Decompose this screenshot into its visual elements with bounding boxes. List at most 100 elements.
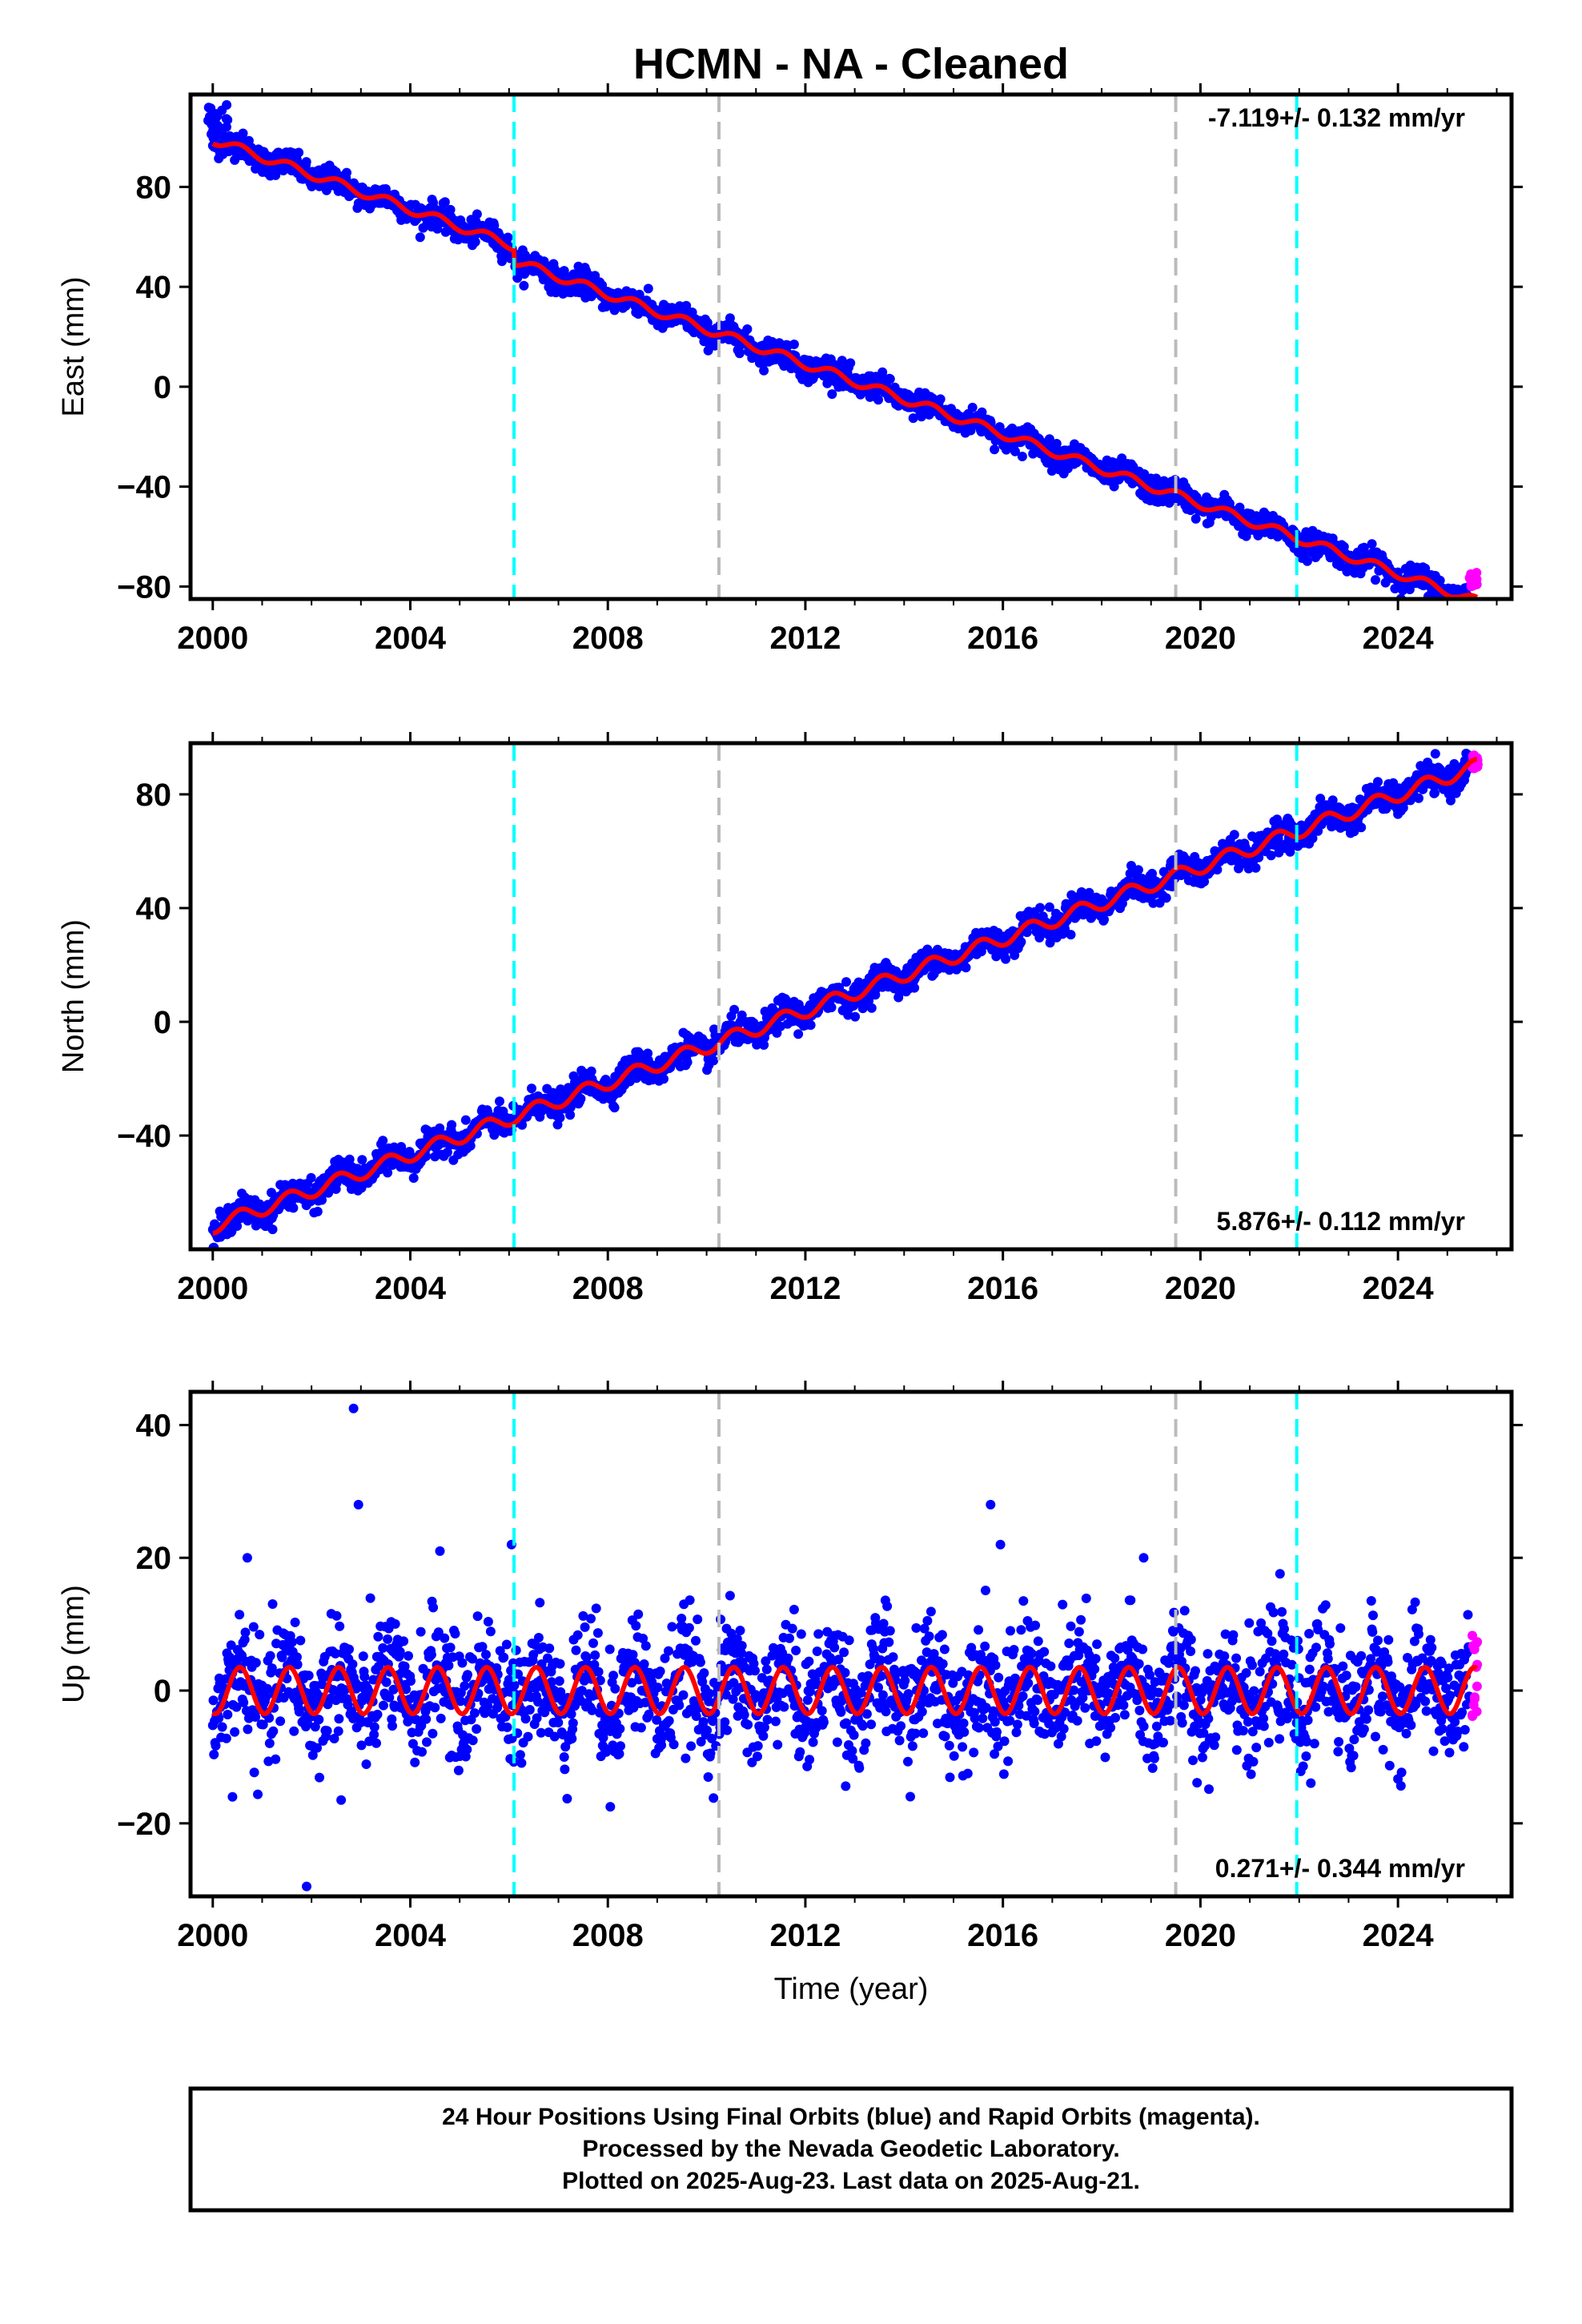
data-point	[422, 1737, 432, 1747]
data-point	[421, 1714, 432, 1724]
data-point	[709, 1055, 719, 1066]
data-point	[238, 128, 248, 139]
plot-area	[207, 743, 1483, 1249]
data-point	[1449, 603, 1459, 613]
data-point	[249, 1767, 259, 1778]
data-point	[306, 1172, 316, 1183]
data-point	[470, 237, 480, 247]
data-point	[873, 395, 883, 405]
x-tick-label: 2012	[769, 1271, 841, 1306]
north-panel: 2000 2004 2008 2012 2016 2020 202480400−40Nort…	[57, 732, 1523, 1306]
data-point	[253, 1789, 263, 1799]
x-tick-label: 2004	[375, 621, 447, 656]
data-point	[789, 340, 799, 349]
data-point	[295, 1635, 306, 1646]
data-point	[497, 256, 507, 267]
data-point	[961, 963, 971, 973]
final-orbit-points	[207, 1403, 1474, 1892]
data-point	[866, 1003, 877, 1013]
velocity-label: -7.119+/- 0.132 mm/yr	[1208, 103, 1465, 132]
final-orbit-points	[203, 100, 1474, 613]
data-point	[472, 1724, 482, 1734]
y-tick-label: 0	[154, 370, 171, 405]
data-point	[331, 1610, 342, 1621]
data-point	[267, 1599, 278, 1609]
data-point	[372, 1709, 383, 1719]
data-point	[267, 1224, 278, 1235]
data-point	[334, 1714, 344, 1724]
data-point	[381, 1677, 391, 1687]
data-point	[271, 170, 281, 180]
data-point	[463, 1670, 472, 1680]
data-point	[312, 1206, 323, 1216]
data-point	[426, 1650, 436, 1660]
data-point	[322, 1726, 332, 1736]
data-point	[502, 1722, 512, 1732]
panel-frame	[188, 92, 1514, 601]
data-point	[729, 1004, 740, 1015]
plot-area	[207, 1392, 1483, 1896]
data-point	[1457, 600, 1467, 609]
data-point	[1356, 822, 1367, 833]
data-point	[826, 1003, 837, 1012]
data-point	[1447, 600, 1457, 609]
data-point	[481, 1650, 491, 1660]
data-point	[462, 1744, 472, 1755]
y-tick-label: −40	[117, 470, 171, 505]
x-tick-label: 2016	[967, 1271, 1038, 1306]
data-point	[301, 157, 311, 167]
data-point	[468, 1735, 478, 1746]
y-tick-label: 40	[136, 891, 172, 927]
data-point	[408, 1173, 419, 1183]
data-point	[967, 402, 978, 412]
data-point	[395, 1647, 405, 1657]
data-point	[885, 374, 895, 384]
data-point	[445, 1642, 456, 1653]
x-tick-label: 2020	[1165, 621, 1236, 656]
data-point	[1371, 575, 1380, 585]
data-point	[410, 1757, 420, 1767]
final-orbit-points	[207, 748, 1474, 1249]
data-point	[315, 1772, 324, 1783]
data-point	[682, 1057, 693, 1068]
data-point	[211, 109, 221, 119]
data-point	[373, 1631, 383, 1642]
data-point	[365, 1593, 375, 1603]
data-point	[499, 1652, 509, 1663]
data-point	[845, 358, 856, 368]
data-point	[358, 1651, 368, 1662]
data-point	[445, 204, 456, 215]
data-point	[211, 1740, 221, 1751]
data-point	[444, 1660, 454, 1671]
data-point	[248, 1622, 259, 1632]
figure-title: HCMN - NA - Cleaned	[633, 40, 1069, 88]
data-point	[450, 1629, 460, 1638]
y-tick-label: −40	[117, 1119, 171, 1154]
data-point	[314, 1715, 324, 1725]
data-point	[235, 1610, 245, 1620]
data-point	[208, 1695, 219, 1706]
data-point	[1447, 601, 1457, 610]
data-point	[460, 1115, 471, 1125]
data-point	[1016, 937, 1026, 947]
data-point	[1017, 452, 1027, 461]
x-tick-label: 2008	[572, 621, 644, 656]
data-point	[489, 220, 500, 231]
data-point	[221, 122, 231, 132]
y-tick-label: 80	[136, 778, 172, 813]
data-point	[288, 1203, 299, 1213]
data-point	[483, 1617, 493, 1626]
x-tick-label: 2008	[572, 1271, 644, 1306]
data-point	[399, 1636, 409, 1647]
data-point	[303, 1671, 314, 1681]
data-point	[333, 1726, 343, 1736]
x-tick-label: 2004	[375, 1271, 447, 1306]
data-point	[734, 348, 745, 359]
rapid-orbit-points	[1464, 568, 1482, 592]
y-tick-label: 40	[136, 270, 172, 305]
data-point	[1161, 893, 1171, 903]
data-point	[1001, 954, 1011, 964]
data-point	[1099, 915, 1109, 925]
rapid-point	[1468, 581, 1479, 590]
data-point	[255, 1630, 265, 1640]
